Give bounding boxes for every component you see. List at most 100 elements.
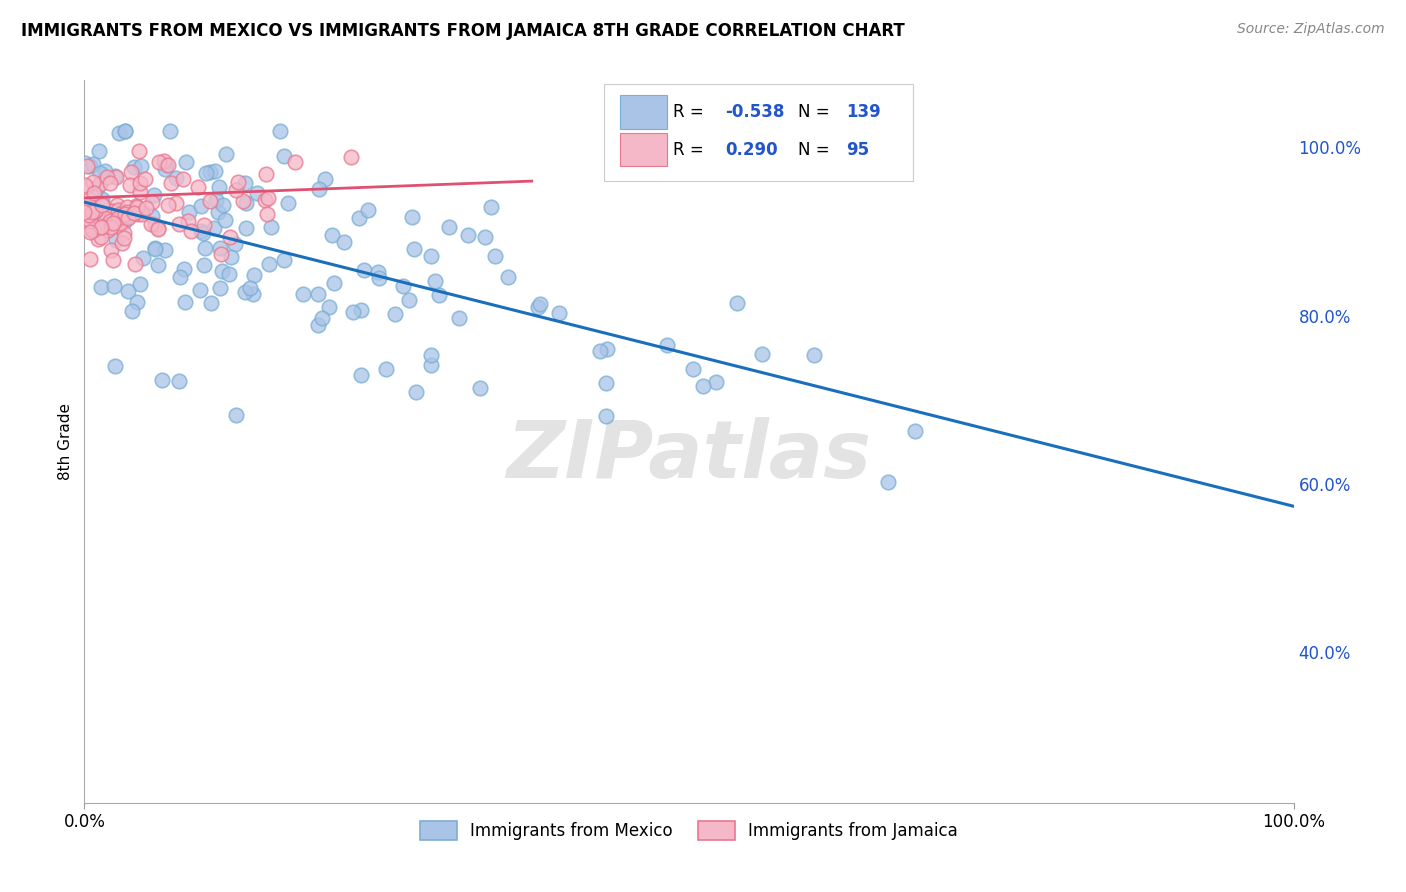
Point [125, 200, 148, 214]
Point [177, 205, 200, 219]
Point [76, 159, 98, 173]
Point [79, 159, 101, 173]
Point [188, 283, 211, 297]
Point [75, 178, 97, 192]
Text: R =: R = [673, 141, 714, 159]
Point [115, 205, 138, 219]
Point [172, 172, 194, 186]
Point [375, 361, 398, 376]
Point [457, 227, 479, 242]
Point [200, 194, 222, 209]
Point [94, 211, 117, 225]
Point [165, 195, 187, 210]
Point [105, 197, 128, 211]
Point [401, 210, 423, 224]
Point [529, 296, 551, 310]
Point [128, 144, 150, 158]
Point [104, 204, 127, 219]
Point [318, 301, 340, 315]
Point [235, 221, 257, 235]
Point [155, 158, 177, 172]
Point [157, 198, 180, 212]
Point [232, 194, 254, 209]
Point [80, 204, 103, 219]
Point [146, 222, 169, 236]
Point [107, 202, 129, 217]
Point [214, 212, 236, 227]
Point [246, 186, 269, 200]
Point [89, 177, 111, 191]
Point [148, 155, 170, 169]
Point [254, 167, 277, 181]
Point [332, 235, 354, 249]
Point [121, 304, 143, 318]
Point [90, 220, 112, 235]
Point [307, 287, 329, 301]
Point [165, 170, 187, 185]
Point [148, 258, 170, 272]
Point [79, 226, 101, 240]
Point [273, 252, 295, 267]
Point [143, 242, 166, 256]
Point [143, 187, 166, 202]
Point [307, 318, 329, 332]
Point [153, 154, 176, 169]
Point [219, 250, 242, 264]
Y-axis label: 8th Grade: 8th Grade [58, 403, 73, 480]
Point [405, 384, 427, 399]
Point [117, 211, 139, 226]
Point [150, 373, 173, 387]
Point [212, 197, 235, 211]
Text: -0.538: -0.538 [725, 103, 785, 121]
Point [76, 202, 98, 217]
Point [190, 199, 212, 213]
Point [323, 276, 346, 290]
Point [350, 368, 373, 382]
Point [167, 374, 190, 388]
Point [105, 218, 128, 232]
Point [208, 179, 231, 194]
Point [174, 294, 197, 309]
Point [314, 171, 336, 186]
Point [141, 217, 163, 231]
Point [239, 281, 262, 295]
Point [198, 165, 221, 179]
Point [98, 176, 121, 190]
Point [96, 169, 118, 184]
Point [340, 150, 363, 164]
Point [595, 376, 617, 390]
Point [77, 200, 100, 214]
Point [292, 286, 315, 301]
Point [75, 220, 97, 235]
Point [437, 219, 460, 234]
Point [127, 207, 149, 221]
Point [135, 201, 157, 215]
Point [159, 124, 181, 138]
Point [202, 220, 225, 235]
Point [156, 158, 179, 172]
Point [125, 295, 148, 310]
Point [384, 307, 406, 321]
FancyBboxPatch shape [605, 84, 912, 181]
Point [589, 343, 612, 358]
Point [277, 195, 299, 210]
Point [100, 203, 122, 218]
Point [200, 295, 222, 310]
Point [108, 126, 131, 140]
Point [596, 342, 619, 356]
Point [91, 198, 114, 212]
Point [118, 178, 141, 192]
Point [104, 359, 127, 373]
Point [751, 347, 773, 361]
Point [484, 249, 506, 263]
Point [87, 212, 110, 227]
Point [112, 226, 135, 240]
Point [114, 207, 136, 221]
Point [79, 214, 101, 228]
Point [496, 270, 519, 285]
Point [90, 280, 112, 294]
Point [84, 203, 107, 218]
Text: IMMIGRANTS FROM MEXICO VS IMMIGRANTS FROM JAMAICA 8TH GRADE CORRELATION CHART: IMMIGRANTS FROM MEXICO VS IMMIGRANTS FRO… [21, 22, 905, 40]
Point [449, 310, 471, 325]
Point [342, 305, 364, 319]
